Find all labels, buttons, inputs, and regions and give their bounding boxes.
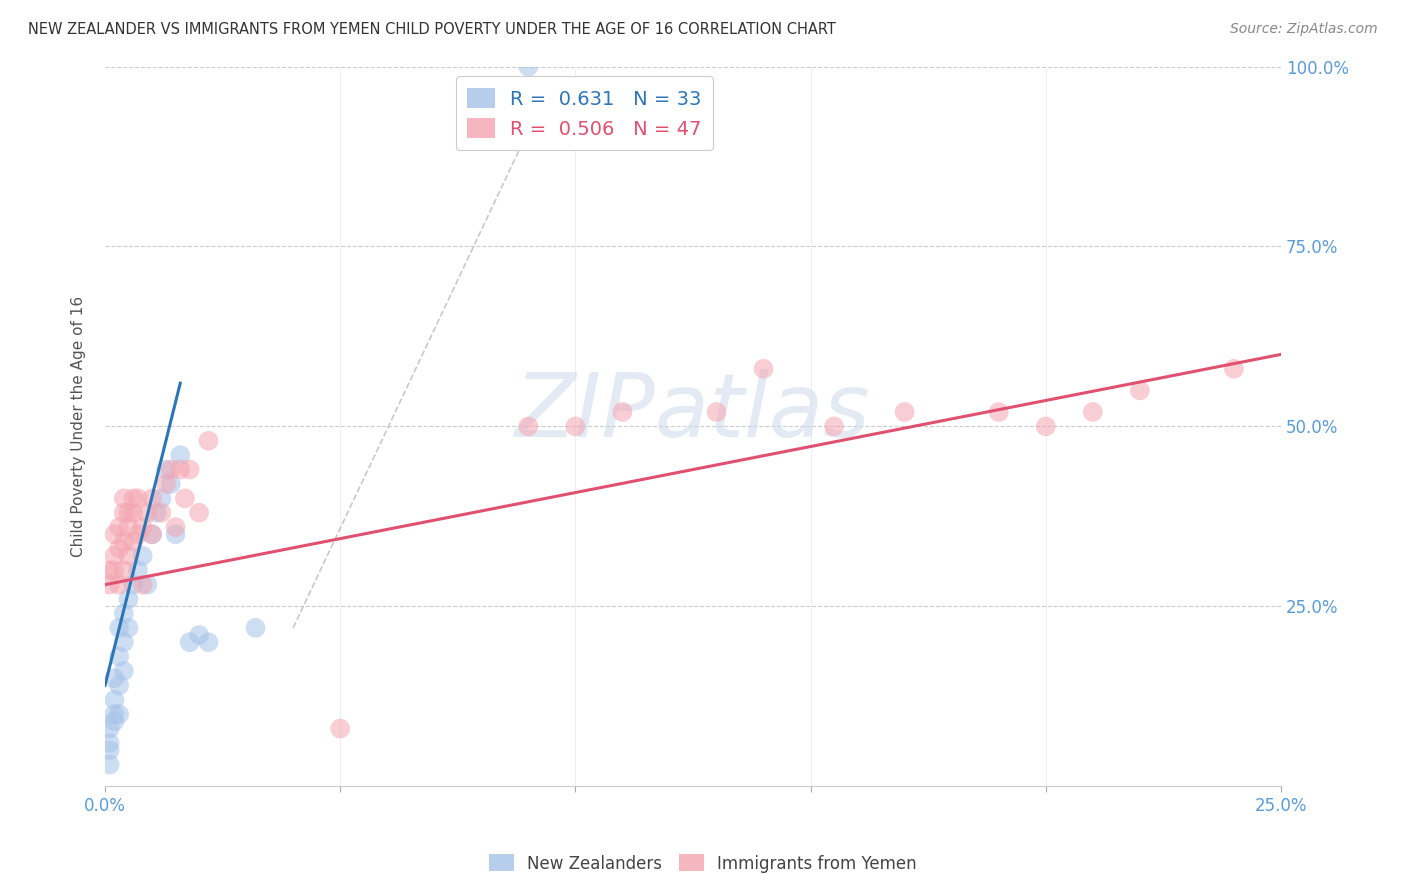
Point <box>131 549 153 563</box>
Point <box>1035 419 1057 434</box>
Point <box>122 577 145 591</box>
Point <box>141 527 163 541</box>
Text: Source: ZipAtlas.com: Source: ZipAtlas.com <box>1230 22 1378 37</box>
Point <box>108 621 131 635</box>
Point <box>165 520 187 534</box>
Point <box>517 60 540 74</box>
Point <box>108 541 131 556</box>
Point <box>103 671 125 685</box>
Point <box>117 549 139 563</box>
Point <box>150 491 173 506</box>
Point <box>98 743 121 757</box>
Point <box>155 462 177 476</box>
Point <box>112 664 135 678</box>
Point <box>112 534 135 549</box>
Point <box>98 563 121 577</box>
Y-axis label: Child Poverty Under the Age of 16: Child Poverty Under the Age of 16 <box>72 296 86 557</box>
Point <box>136 577 159 591</box>
Text: NEW ZEALANDER VS IMMIGRANTS FROM YEMEN CHILD POVERTY UNDER THE AGE OF 16 CORRELA: NEW ZEALANDER VS IMMIGRANTS FROM YEMEN C… <box>28 22 837 37</box>
Point <box>1223 361 1246 376</box>
Point <box>987 405 1010 419</box>
Point <box>98 722 121 736</box>
Point <box>145 506 167 520</box>
Point <box>108 520 131 534</box>
Point <box>706 405 728 419</box>
Point <box>141 491 163 506</box>
Point <box>103 549 125 563</box>
Point <box>103 563 125 577</box>
Point <box>150 506 173 520</box>
Point <box>136 506 159 520</box>
Point <box>1081 405 1104 419</box>
Point <box>197 434 219 448</box>
Point <box>131 577 153 591</box>
Point <box>127 563 149 577</box>
Legend: New Zealanders, Immigrants from Yemen: New Zealanders, Immigrants from Yemen <box>482 847 924 880</box>
Point <box>117 506 139 520</box>
Point <box>564 419 586 434</box>
Point <box>103 693 125 707</box>
Point <box>98 736 121 750</box>
Point <box>108 707 131 722</box>
Point <box>108 649 131 664</box>
Point <box>141 527 163 541</box>
Point <box>1129 384 1152 398</box>
Point <box>169 448 191 462</box>
Point <box>179 635 201 649</box>
Point <box>752 361 775 376</box>
Point <box>103 527 125 541</box>
Point <box>131 520 153 534</box>
Point <box>179 462 201 476</box>
Point <box>893 405 915 419</box>
Point <box>517 419 540 434</box>
Point <box>103 707 125 722</box>
Legend: R =  0.631   N = 33, R =  0.506   N = 47: R = 0.631 N = 33, R = 0.506 N = 47 <box>456 77 713 151</box>
Point <box>188 628 211 642</box>
Point <box>112 635 135 649</box>
Point <box>98 577 121 591</box>
Point <box>117 592 139 607</box>
Point <box>112 607 135 621</box>
Point <box>165 527 187 541</box>
Text: ZIPatlas: ZIPatlas <box>515 369 870 455</box>
Point <box>174 491 197 506</box>
Point <box>155 477 177 491</box>
Point <box>108 577 131 591</box>
Point <box>612 405 634 419</box>
Point <box>122 491 145 506</box>
Point <box>117 621 139 635</box>
Point <box>127 491 149 506</box>
Point <box>112 491 135 506</box>
Point <box>103 714 125 729</box>
Point <box>112 563 135 577</box>
Point <box>117 520 139 534</box>
Point <box>98 757 121 772</box>
Point <box>197 635 219 649</box>
Point <box>329 722 352 736</box>
Point <box>112 506 135 520</box>
Point <box>108 678 131 692</box>
Point <box>122 506 145 520</box>
Point <box>160 477 183 491</box>
Point <box>245 621 267 635</box>
Point <box>160 462 183 476</box>
Point <box>188 506 211 520</box>
Point <box>127 527 149 541</box>
Point <box>122 534 145 549</box>
Point <box>169 462 191 476</box>
Point <box>823 419 845 434</box>
